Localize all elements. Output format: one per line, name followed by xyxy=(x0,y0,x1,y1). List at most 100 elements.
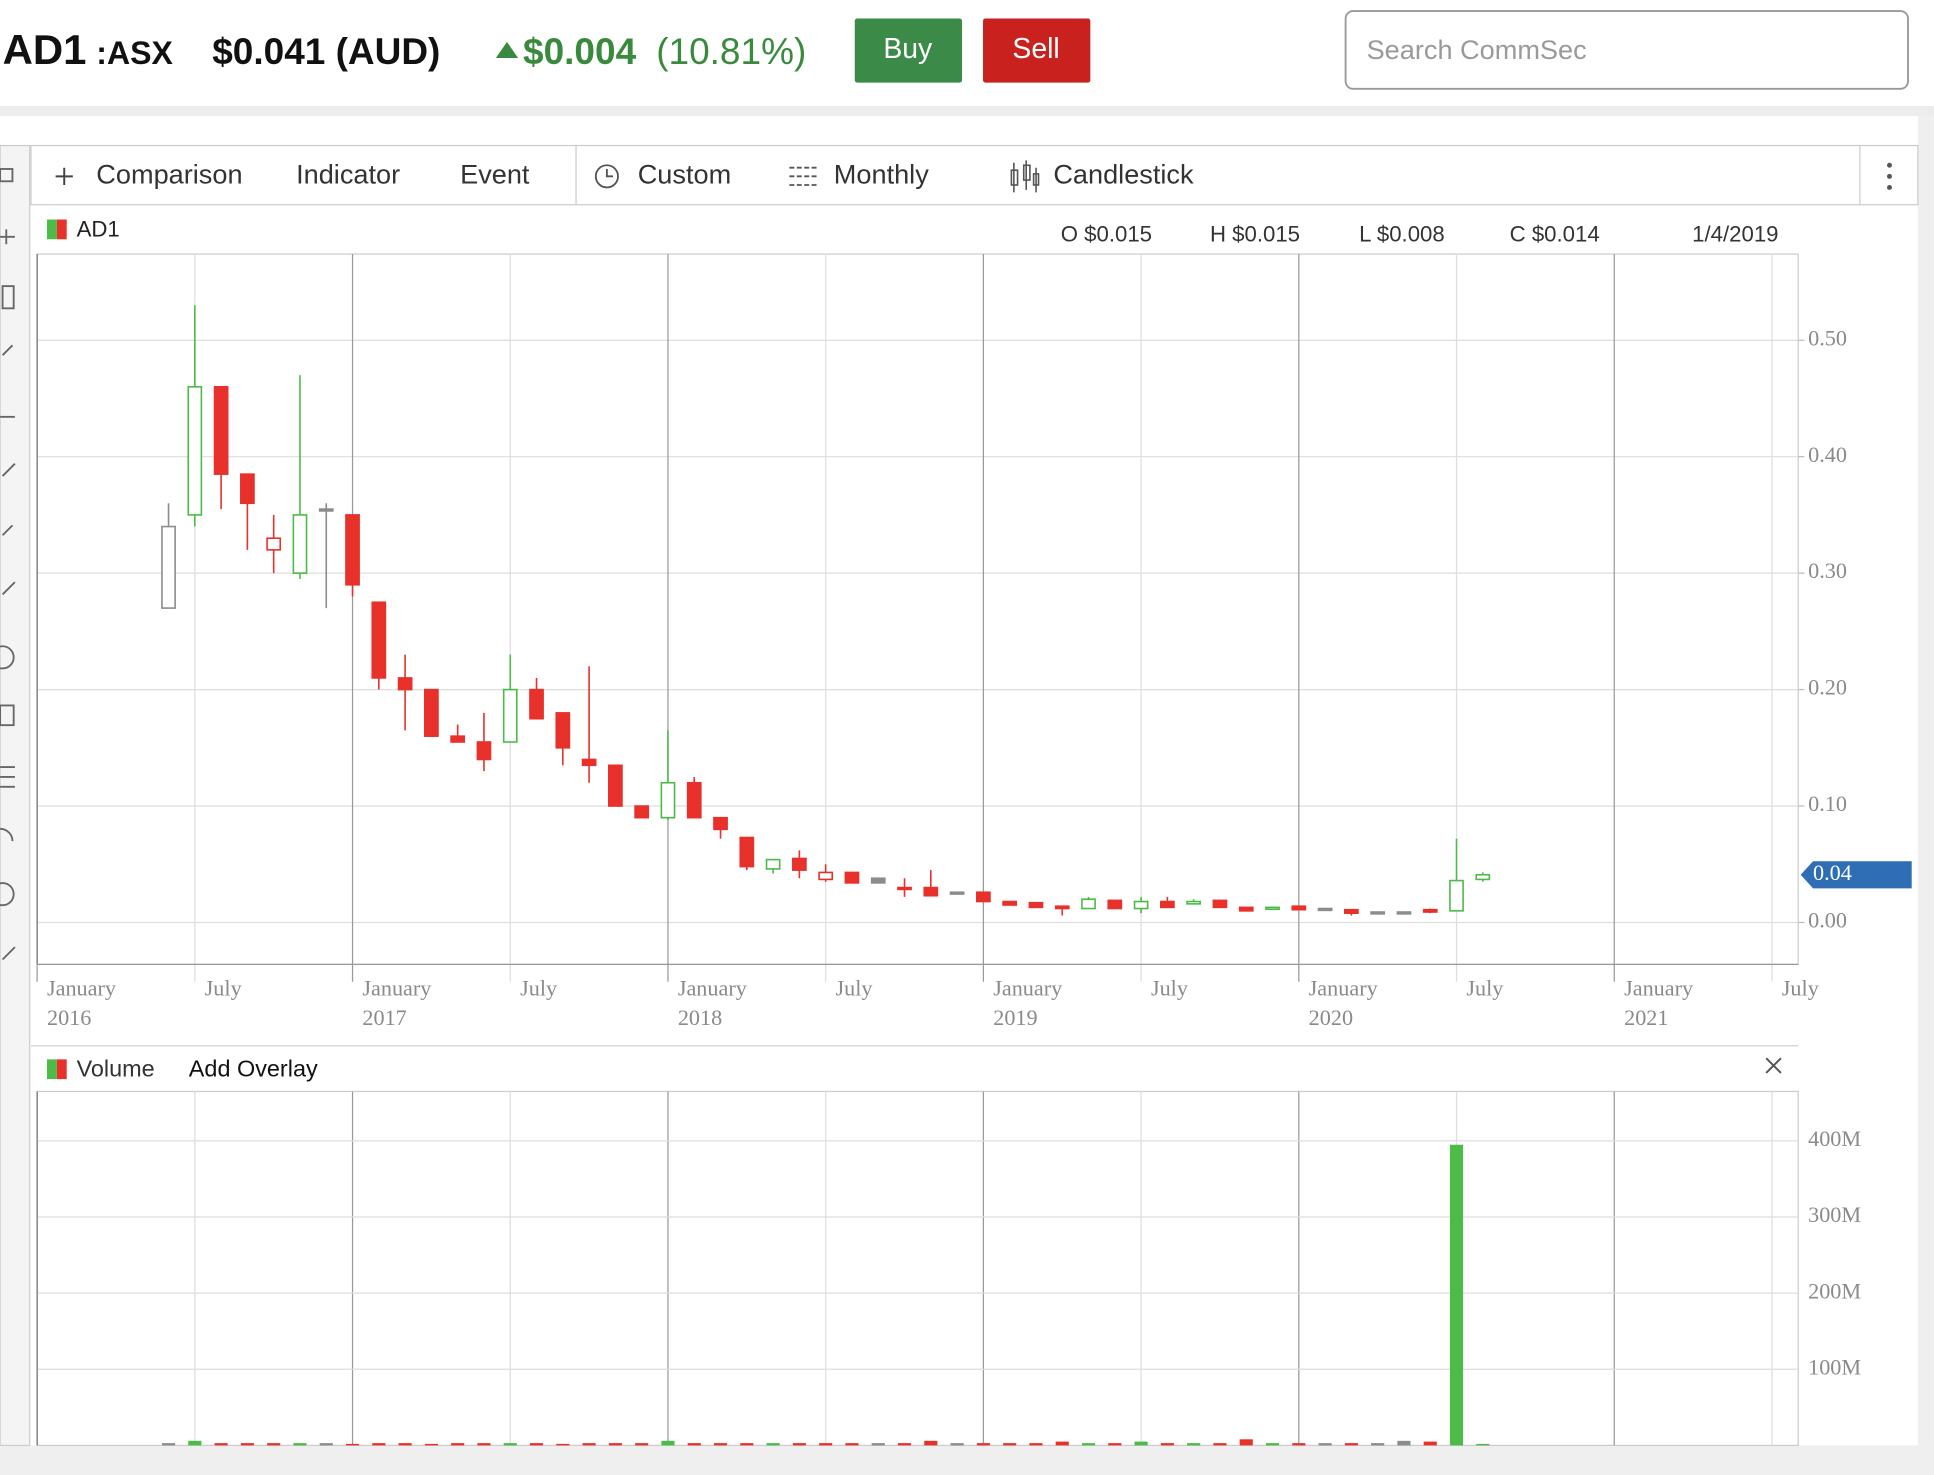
x-tick-label: July xyxy=(520,975,557,1000)
candle-body xyxy=(1422,908,1438,913)
up-arrow xyxy=(495,41,519,58)
volume-bar xyxy=(1029,1443,1043,1446)
candle-body xyxy=(1396,911,1412,915)
volume-bar xyxy=(976,1443,990,1446)
candle-body xyxy=(1317,907,1333,912)
volume-bar xyxy=(293,1443,307,1446)
sell-label[interactable]: Sell xyxy=(1012,33,1059,65)
candle-body xyxy=(450,735,466,743)
volume-bar xyxy=(214,1443,228,1446)
volume-bar xyxy=(1265,1443,1280,1446)
period-icon xyxy=(789,166,817,186)
volume-bar xyxy=(556,1443,570,1446)
volume-bar xyxy=(740,1443,754,1446)
volume-bar xyxy=(608,1443,622,1446)
volume-bar xyxy=(924,1440,938,1446)
clock-icon xyxy=(594,164,619,189)
volume-bar xyxy=(1160,1443,1174,1446)
candle-body xyxy=(1081,898,1096,910)
volume-bar xyxy=(1423,1441,1437,1446)
volume-bar xyxy=(1134,1441,1148,1446)
add-overlay[interactable]: Add Overlay xyxy=(189,1056,318,1082)
ohlc-close: C $0.014 xyxy=(1510,221,1600,246)
right-gutter xyxy=(1917,115,1934,1475)
x-tick-label: July xyxy=(1782,975,1819,1000)
candle-body xyxy=(1238,906,1254,912)
draw-tools[interactable] xyxy=(0,144,31,1447)
toolbar xyxy=(30,144,1919,206)
candle-body xyxy=(608,764,623,807)
candle-body xyxy=(1212,899,1228,909)
x-tick-label: January 2021 xyxy=(1624,975,1699,1030)
volume-bar xyxy=(950,1443,964,1446)
candle-body xyxy=(371,601,387,679)
candle-body xyxy=(1475,873,1491,881)
candle-body xyxy=(529,688,544,720)
search-box[interactable] xyxy=(1344,10,1909,90)
candle-body xyxy=(897,886,912,891)
legend-swatch xyxy=(56,219,67,240)
toolbar-item[interactable]: Comparison xyxy=(96,159,242,190)
candle-body xyxy=(266,537,282,551)
candle-body xyxy=(318,508,334,512)
volume-bar xyxy=(424,1443,438,1446)
y-tick-label: 300M xyxy=(1808,1202,1861,1227)
draw-tool-icons xyxy=(0,168,16,961)
legend-swatch xyxy=(56,1059,67,1080)
candle-body xyxy=(397,677,413,691)
volume-bar xyxy=(1187,1443,1201,1446)
volume-bar xyxy=(819,1443,833,1446)
x-tick-label: January 2017 xyxy=(362,975,437,1030)
candle-body xyxy=(739,836,755,868)
volume-bar xyxy=(1239,1439,1253,1446)
volume-title: Volume xyxy=(77,1056,155,1082)
candle-body xyxy=(161,525,176,609)
volume-bar xyxy=(345,1443,360,1446)
toolbar-item[interactable]: Custom xyxy=(638,159,731,190)
volume-bar xyxy=(766,1443,780,1446)
volume-bar xyxy=(582,1443,596,1446)
sell-button[interactable] xyxy=(983,18,1091,83)
header-shadow xyxy=(0,106,1934,116)
search-placeholder[interactable]: Search CommSec xyxy=(1367,34,1587,65)
volume-bar xyxy=(1292,1443,1306,1446)
ohlc-date: 1/4/2019 xyxy=(1692,221,1778,246)
candle-body xyxy=(792,857,807,871)
volume-bar xyxy=(451,1443,465,1446)
toolbar-item[interactable]: Monthly xyxy=(834,159,929,190)
x-tick-label: July xyxy=(1466,975,1503,1000)
volume-bar xyxy=(871,1443,885,1446)
candle-body xyxy=(240,473,255,505)
volume-bar xyxy=(188,1440,202,1446)
toolbar-item[interactable]: Event xyxy=(460,159,530,190)
ohlc-low: L $0.008 xyxy=(1359,221,1445,246)
menu-icon[interactable] xyxy=(1887,162,1892,190)
toolbar-item[interactable]: Indicator xyxy=(296,159,400,190)
symbol: AD1 xyxy=(3,26,87,73)
volume-bar xyxy=(372,1443,386,1446)
volume-bar xyxy=(845,1443,859,1446)
toolbar-item[interactable]: Candlestick xyxy=(1053,159,1194,190)
volume-bar xyxy=(897,1443,912,1446)
x-tick-label: July xyxy=(1151,975,1188,1000)
candle-body xyxy=(1133,900,1149,910)
y-tick-label: 400M xyxy=(1808,1126,1861,1151)
candle-body xyxy=(1160,900,1175,909)
volume-bar xyxy=(240,1443,254,1446)
volume-bar xyxy=(635,1443,649,1446)
candle-body xyxy=(1265,906,1280,911)
volume-bar xyxy=(1003,1443,1017,1446)
buy-button[interactable] xyxy=(854,18,963,83)
close-icon[interactable] xyxy=(1765,1057,1782,1074)
candle-body xyxy=(949,891,965,895)
x-tick-label: January 2020 xyxy=(1309,975,1384,1030)
candle-body xyxy=(844,871,860,884)
candle-body xyxy=(923,886,939,897)
buy-label[interactable]: Buy xyxy=(883,33,933,65)
candle-body xyxy=(634,805,650,819)
candle-body xyxy=(292,514,308,574)
volume-bar xyxy=(1213,1443,1227,1446)
candle-body xyxy=(424,688,439,737)
candle-icon xyxy=(1010,160,1040,193)
